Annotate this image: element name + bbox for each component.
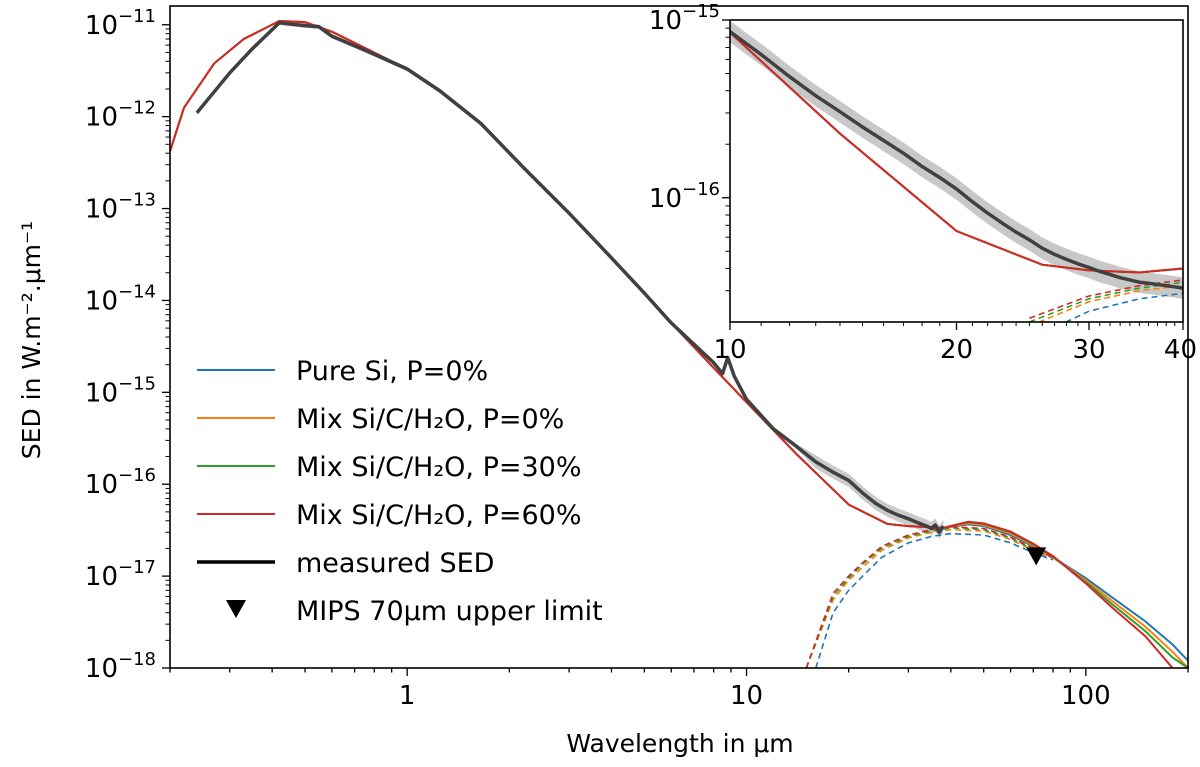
legend-label-3: Mix Si/C/H₂O, P=60%	[296, 500, 582, 531]
inset-measured-line	[730, 30, 1183, 290]
x-tick-label: 100	[1061, 681, 1111, 711]
inset-disk-line-1	[1037, 284, 1183, 322]
y-tick-label: 10−17	[85, 557, 156, 592]
x-tick-label: 1	[399, 681, 416, 711]
y-tick-label: 10−11	[85, 6, 156, 41]
inset-x-tick-label: 20	[940, 335, 973, 365]
inset-x-tick-label: 30	[1072, 335, 1105, 365]
mips-upper-limit-marker	[1026, 547, 1047, 566]
legend: Pure Si, P=0% Mix Si/C/H₂O, P=0% Mix Si/C/…	[197, 356, 603, 627]
y-tick-label: 10−13	[85, 190, 156, 225]
main-series-group	[170, 19, 1188, 668]
series-disk-line-3	[805, 525, 1054, 668]
y-tick-label: 10−18	[85, 649, 156, 684]
inset-disk-line-2	[1029, 281, 1183, 322]
x-axis-label: Wavelength in μm	[566, 729, 793, 758]
legend-label-1: Mix Si/C/H₂O, P=0%	[296, 404, 564, 435]
main-plot-area: 1 10 100 10−11 10−12 10−13 10−14 10−15 10−16 10−1…	[85, 5, 1189, 711]
inset-x-tick-label: 40	[1164, 335, 1197, 365]
inset-series-line-3	[730, 31, 1183, 274]
y-tick-label: 10−12	[85, 98, 156, 133]
inset-y-tick-label: 10−15	[649, 1, 720, 36]
legend-label-0: Pure Si, P=0%	[296, 356, 488, 387]
legend-label-4: measured SED	[296, 548, 494, 579]
series-disk-line-0	[815, 532, 1054, 668]
x-tick-label: 10	[730, 681, 763, 711]
inset-y-tick-label: 10−16	[649, 179, 720, 214]
legend-label-2: Mix Si/C/H₂O, P=30%	[296, 452, 582, 483]
y-tick-label: 10−16	[85, 465, 156, 500]
inset-disk-line-0	[1064, 292, 1183, 322]
y-tick-label: 10−14	[85, 281, 156, 316]
measured-sed-line	[195, 21, 945, 535]
inset-uncertainty-band	[730, 20, 1183, 300]
inset-disk-line-3	[1029, 279, 1183, 319]
series-disk-line-1	[805, 528, 1054, 668]
y-axis-label: SED in W.m⁻².μm⁻¹	[17, 221, 46, 459]
inset-x-tick-label: 10	[713, 335, 746, 365]
legend-marker-upper-limit	[226, 600, 246, 618]
inset-series-group	[730, 20, 1183, 322]
legend-label-5: MIPS 70μm upper limit	[296, 596, 603, 627]
y-tick-label: 10−15	[85, 373, 156, 408]
inset-plot-area: 10 20 30 40 10−15 10−16	[649, 1, 1197, 365]
